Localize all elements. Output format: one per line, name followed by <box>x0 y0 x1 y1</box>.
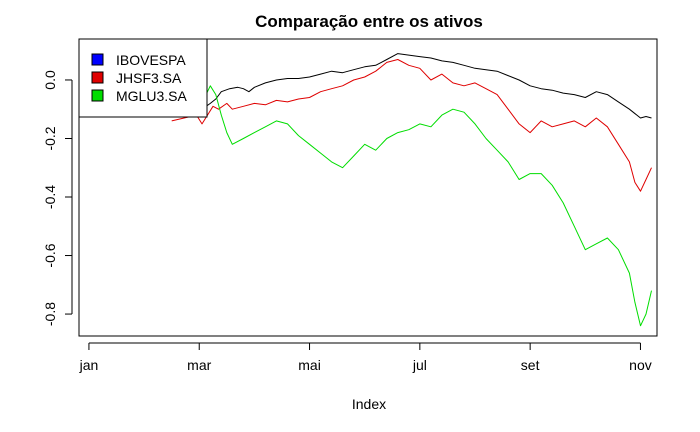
series-layer <box>171 53 652 327</box>
series-line-jhsf3-sa <box>171 59 652 192</box>
chart-title: Comparação entre os ativos <box>255 12 483 31</box>
legend-swatch <box>91 53 104 66</box>
x-axis-label: Index <box>352 396 386 412</box>
legend-label: MGLU3.SA <box>116 88 187 104</box>
x-axis: jan mar mai jul set nov <box>79 342 652 373</box>
x-tick-label: mar <box>187 357 211 373</box>
y-tick-label: -0.2 <box>42 126 58 150</box>
x-tick-label: nov <box>629 357 652 373</box>
x-tick-label: jul <box>412 357 427 373</box>
y-tick-label: -0.6 <box>42 243 58 267</box>
y-tick-label: -0.8 <box>42 302 58 326</box>
legend-label: JHSF3.SA <box>116 70 182 86</box>
legend-swatch <box>91 71 104 84</box>
series-line-mglu3-sa <box>171 85 652 327</box>
y-tick-label: -0.4 <box>42 185 58 209</box>
plot-frame <box>78 38 658 337</box>
series-line-ibovespa <box>171 53 652 119</box>
y-axis: 0.0 -0.2 -0.4 -0.6 -0.8 <box>42 70 73 326</box>
y-tick-label: 0.0 <box>42 70 58 90</box>
legend: IBOVESPA JHSF3.SA MGLU3.SA <box>78 38 208 118</box>
legend-label: IBOVESPA <box>116 52 186 68</box>
x-tick-label: jan <box>79 357 99 373</box>
x-tick-label: set <box>521 357 540 373</box>
legend-swatch <box>91 89 104 102</box>
x-tick-label: mai <box>298 357 321 373</box>
